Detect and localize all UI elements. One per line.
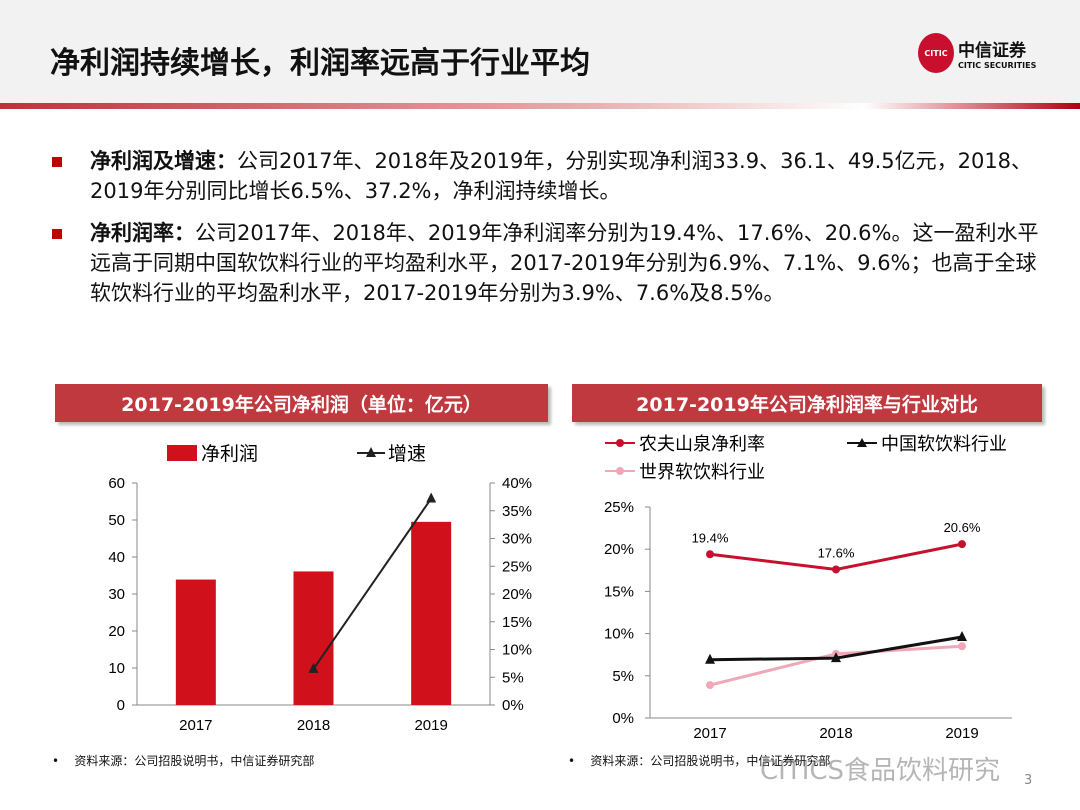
legend-marker bbox=[616, 439, 624, 447]
legend-bar-swatch bbox=[167, 445, 197, 461]
data-label: 20.6% bbox=[944, 520, 981, 535]
bullet-list: 净利润及增速：公司2017年、2018年及2019年，分别实现净利润33.9、3… bbox=[52, 146, 1042, 320]
y2-tick-label: 25% bbox=[502, 558, 532, 575]
x-tick-label: 2019 bbox=[945, 725, 978, 742]
legend-label: 世界软饮料行业 bbox=[639, 462, 765, 482]
x-tick-label: 2017 bbox=[693, 725, 726, 742]
y2-tick-label: 35% bbox=[502, 503, 532, 520]
x-tick-label: 2018 bbox=[819, 725, 852, 742]
y-tick-label: 15% bbox=[604, 583, 634, 600]
series-point bbox=[958, 540, 966, 549]
header bbox=[0, 0, 1080, 104]
logo: CITIC 中信证券 CITIC SECURITIES bbox=[918, 33, 1036, 73]
y-tick-label: 5% bbox=[612, 668, 634, 685]
series-point bbox=[706, 681, 714, 690]
y-tick-label: 30 bbox=[108, 586, 125, 603]
y-tick-label: 20% bbox=[604, 541, 634, 558]
bullet-square-icon bbox=[52, 229, 62, 239]
chart2: 0% 5% 10% 15% 20% 25% 2017 2018 2019 19.4% 17.6% 20… bbox=[604, 434, 1012, 742]
legend-marker bbox=[616, 467, 624, 475]
source-right: • 资料来源：公司招股说明书，中信证券研究部 bbox=[568, 754, 831, 768]
divider bbox=[0, 103, 1080, 109]
logo-en: CITIC SECURITIES bbox=[958, 61, 1037, 70]
bullet-text: 公司2017年、2018年及2019年，分别实现净利润33.9、36.1、49.… bbox=[90, 149, 1033, 203]
bar bbox=[175, 579, 216, 705]
legend-label: 中国软饮料行业 bbox=[881, 434, 1007, 454]
legend-label: 农夫山泉净利率 bbox=[639, 434, 765, 454]
y-tick-label: 40 bbox=[108, 549, 125, 566]
bullet-label: 净利润率： bbox=[90, 221, 195, 245]
citic-seal-icon: CITIC bbox=[918, 33, 954, 73]
source-text: 资料来源：公司招股说明书，中信证券研究部 bbox=[74, 754, 315, 768]
source-left: • 资料来源：公司招股说明书，中信证券研究部 bbox=[52, 754, 315, 768]
y2-tick-label: 0% bbox=[502, 697, 524, 714]
x-tick-label: 2018 bbox=[297, 717, 330, 734]
bar bbox=[411, 521, 452, 705]
logo-cn: 中信证券 bbox=[958, 41, 1026, 61]
x-tick-label: 2019 bbox=[414, 717, 447, 734]
bar bbox=[293, 571, 334, 705]
bullet-text: 公司2017年、2018年、2019年净利润率分别为19.4%、17.6%、20… bbox=[90, 221, 1039, 305]
series-point bbox=[831, 652, 841, 663]
series-point bbox=[706, 550, 714, 559]
y-tick-label: 10% bbox=[604, 626, 634, 643]
legend-marker bbox=[366, 447, 376, 457]
legend-label: 净利润 bbox=[201, 443, 258, 465]
y2-tick-label: 30% bbox=[502, 531, 532, 548]
growth-point bbox=[426, 492, 437, 503]
bullet-item: 净利润及增速：公司2017年、2018年及2019年，分别实现净利润33.9、3… bbox=[52, 146, 1042, 206]
watermark: CITICS食品饮料研究 bbox=[760, 756, 1001, 786]
growth-point bbox=[308, 662, 319, 673]
y-tick-label: 0% bbox=[612, 710, 634, 727]
growth-line bbox=[312, 497, 432, 670]
y-tick-label: 50 bbox=[108, 512, 125, 529]
y-tick-label: 60 bbox=[108, 475, 125, 492]
page-number: 3 bbox=[1024, 773, 1033, 788]
y-tick-label: 25% bbox=[604, 499, 634, 516]
y2-tick-label: 15% bbox=[502, 614, 532, 631]
chart1: 0 10 20 30 40 50 60 0% 5% 10% 15% 20% 25% 30% 35% 40% 20… bbox=[108, 443, 532, 734]
y-tick-label: 10 bbox=[108, 660, 125, 677]
chart2-title: 2017-2019年公司净利润率与行业对比 bbox=[572, 384, 1042, 422]
y-tick-label: 0 bbox=[117, 697, 125, 714]
legend-label: 增速 bbox=[388, 443, 426, 465]
y-tick-label: 20 bbox=[108, 623, 125, 640]
bullet-item: 净利润率：公司2017年、2018年、2019年净利润率分别为19.4%、17.… bbox=[52, 218, 1042, 308]
series-point bbox=[957, 630, 967, 641]
y2-tick-label: 10% bbox=[502, 642, 532, 659]
data-label: 17.6% bbox=[818, 545, 855, 560]
data-label: 19.4% bbox=[692, 530, 729, 545]
series-point bbox=[705, 653, 715, 664]
x-tick-label: 2017 bbox=[179, 717, 212, 734]
series-point bbox=[958, 642, 966, 651]
chart1-title: 2017-2019年公司净利润（单位：亿元） bbox=[55, 384, 548, 422]
page-title: 净利润持续增长，利润率远高于行业平均 bbox=[50, 46, 590, 81]
y2-tick-label: 5% bbox=[502, 669, 524, 686]
series-point bbox=[832, 565, 840, 574]
y2-tick-label: 40% bbox=[502, 475, 532, 492]
legend-marker bbox=[857, 438, 867, 447]
bullet-label: 净利润及增速： bbox=[90, 149, 237, 173]
source-text: 资料来源：公司招股说明书，中信证券研究部 bbox=[590, 754, 831, 768]
y2-tick-label: 20% bbox=[502, 586, 532, 603]
bullet-square-icon bbox=[52, 157, 62, 167]
